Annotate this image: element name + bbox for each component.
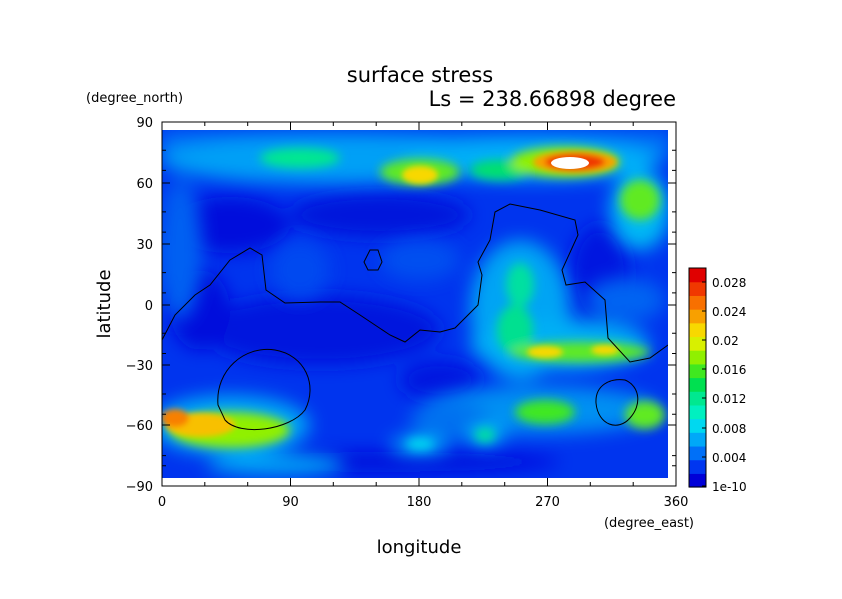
colorbar-swatch — [689, 363, 706, 379]
colorbar-swatch — [689, 268, 706, 283]
colorbar-swatch — [689, 473, 706, 488]
colorbar: 0.028 0.024 0.02 0.016 0.012 0.008 0.004… — [688, 267, 747, 494]
colorbar-swatch — [689, 322, 706, 338]
y-tick-label: 90 — [136, 116, 153, 131]
x-tick-labels: 0 90 180 270 360 — [158, 495, 689, 510]
minor-ticks — [162, 122, 676, 486]
x-axis-label: longitude — [377, 537, 462, 558]
x-tick-label: 270 — [535, 495, 560, 510]
colorbar-swatch — [689, 281, 706, 296]
colorbar-swatch — [689, 418, 706, 433]
colorbar-swatch — [689, 377, 706, 392]
colorbar-swatch — [689, 404, 706, 420]
colorbar-tick-labels: 0.028 0.024 0.02 0.016 0.012 0.008 0.004… — [712, 276, 747, 494]
colorbar-label: 0.004 — [712, 451, 746, 465]
chart-subtitle: Ls = 238.66898 degree — [429, 87, 676, 111]
colorbar-swatch — [689, 295, 706, 310]
x-tick-label: 360 — [664, 495, 689, 510]
y-tick-label: 30 — [136, 238, 153, 253]
colorbar-label: 0.028 — [712, 276, 746, 290]
y-tick-label: −90 — [126, 480, 153, 495]
colorbar-label: 0.012 — [712, 392, 746, 406]
colorbar-label: 0.016 — [712, 363, 746, 377]
y-tick-label: −30 — [126, 359, 153, 374]
colorbar-swatch — [689, 459, 706, 474]
colorbar-swatch — [689, 432, 706, 447]
chart-title: surface stress — [347, 63, 493, 87]
contour-lines — [162, 203, 668, 431]
colorbar-swatch — [689, 350, 706, 365]
major-ticks — [162, 122, 676, 486]
x-tick-label: 180 — [407, 495, 432, 510]
peak-core — [551, 157, 589, 169]
colorbar-swatch — [689, 309, 706, 324]
y-axis-label: latitude — [94, 269, 115, 338]
y-tick-label: 60 — [136, 177, 153, 192]
colorbar-swatch — [689, 336, 706, 351]
y-tick-label: −60 — [126, 419, 153, 434]
colorbar-label: 1e-10 — [712, 480, 747, 494]
colorbar-label: 0.024 — [712, 305, 746, 319]
y-unit-label: (degree_north) — [86, 91, 183, 106]
colorbar-swatches — [689, 268, 706, 488]
colorbar-label: 0.02 — [712, 334, 739, 348]
y-tick-labels: 90 60 30 0 −30 −60 −90 — [126, 116, 153, 495]
heatmap-field — [162, 130, 668, 478]
colorbar-swatch — [689, 445, 706, 461]
y-tick-label: 0 — [145, 299, 153, 314]
x-unit-label: (degree_east) — [604, 516, 694, 531]
x-tick-label: 0 — [158, 495, 166, 510]
colorbar-ticks — [702, 281, 706, 487]
x-tick-label: 90 — [282, 495, 299, 510]
colorbar-frame — [688, 267, 707, 488]
colorbar-swatch — [689, 391, 706, 406]
colorbar-label: 0.008 — [712, 422, 746, 436]
